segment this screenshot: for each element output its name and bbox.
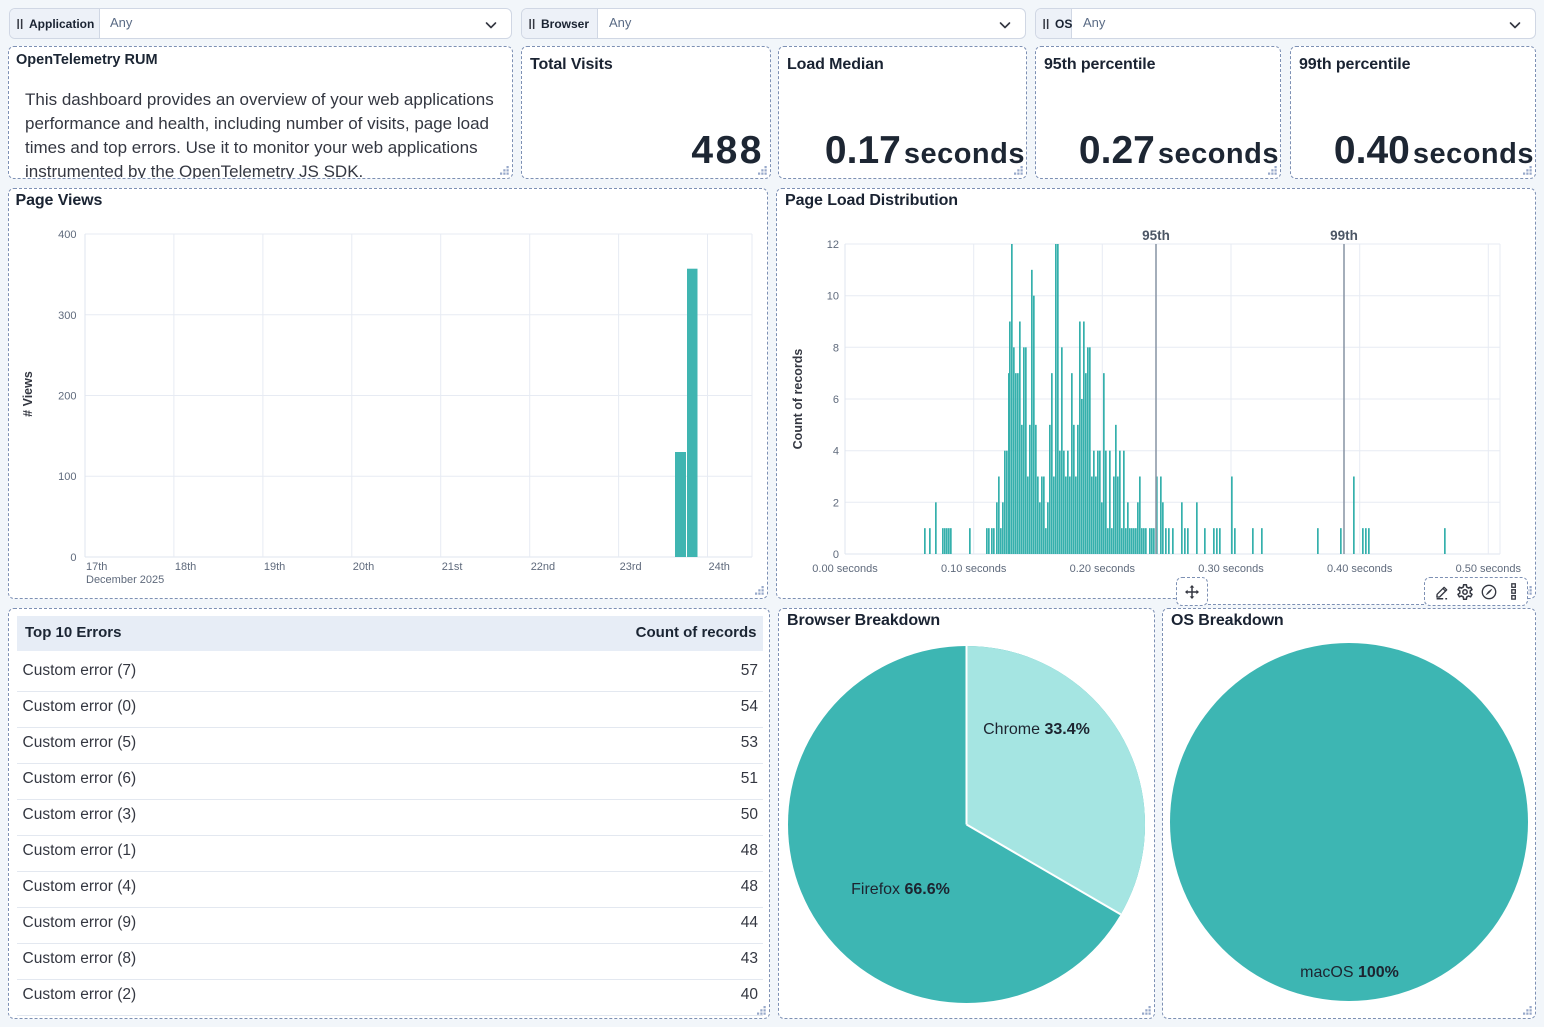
svg-text:19th: 19th <box>264 561 285 573</box>
svg-text:4: 4 <box>833 446 839 458</box>
svg-text:24th: 24th <box>709 561 730 573</box>
svg-text:18th: 18th <box>175 561 196 573</box>
svg-text:Count of records: Count of records <box>791 349 805 450</box>
svg-text:2: 2 <box>833 497 839 509</box>
svg-text:20th: 20th <box>353 561 374 573</box>
svg-text:0: 0 <box>833 549 839 561</box>
svg-text:22nd: 22nd <box>531 561 555 573</box>
svg-text:8: 8 <box>833 342 839 354</box>
svg-text:December 2025: December 2025 <box>86 574 164 586</box>
svg-text:Chrome 33.4%: Chrome 33.4% <box>983 721 1090 738</box>
svg-text:Firefox 66.6%: Firefox 66.6% <box>851 881 950 898</box>
svg-text:95th: 95th <box>1142 228 1170 243</box>
svg-text:0.30 seconds: 0.30 seconds <box>1198 563 1264 575</box>
svg-text:macOS 100%: macOS 100% <box>1300 964 1399 981</box>
svg-text:6: 6 <box>833 394 839 406</box>
svg-text:17th: 17th <box>86 561 107 573</box>
svg-text:0.20 seconds: 0.20 seconds <box>1070 563 1136 575</box>
svg-text:100: 100 <box>58 471 76 483</box>
svg-text:400: 400 <box>58 229 76 241</box>
svg-text:0: 0 <box>70 552 76 564</box>
svg-text:23rd: 23rd <box>620 561 642 573</box>
svg-text:99th: 99th <box>1330 228 1358 243</box>
svg-text:0.40 seconds: 0.40 seconds <box>1327 563 1393 575</box>
svg-text:200: 200 <box>58 391 76 403</box>
svg-text:10: 10 <box>827 291 839 303</box>
svg-text:300: 300 <box>58 310 76 322</box>
svg-text:# Views: # Views <box>21 371 35 417</box>
svg-text:12: 12 <box>827 239 839 251</box>
svg-text:21st: 21st <box>442 561 463 573</box>
svg-text:0.00 seconds: 0.00 seconds <box>812 563 878 575</box>
svg-text:0.50 seconds: 0.50 seconds <box>1456 563 1522 575</box>
svg-text:0.10 seconds: 0.10 seconds <box>941 563 1007 575</box>
